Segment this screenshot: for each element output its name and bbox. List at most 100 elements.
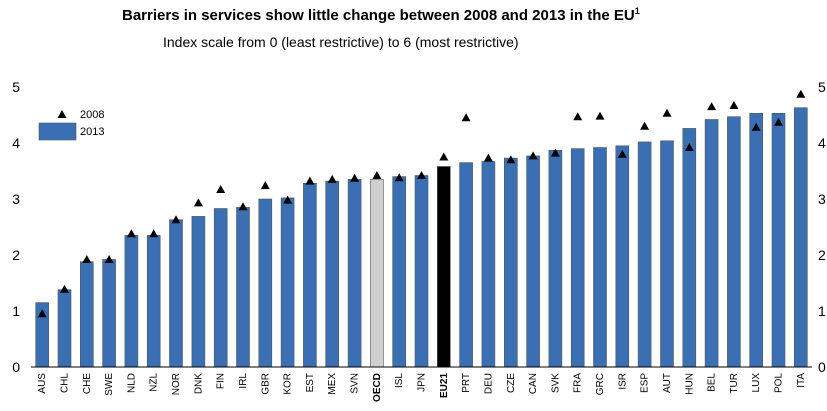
y-tick-label-right: 4	[818, 135, 826, 151]
marker-2008-nld	[126, 229, 136, 238]
x-tick-label-svk: SVK	[550, 373, 561, 393]
bar-kor	[280, 197, 295, 368]
x-tick-label-grc: GRC	[595, 373, 606, 395]
x-tick-label-svn: SVN	[350, 373, 361, 394]
y-tick-label-left: 1	[12, 303, 20, 319]
bar-che	[80, 261, 94, 368]
marker-2008-aus	[37, 309, 47, 318]
x-tick-label-gbr: GBR	[260, 373, 271, 395]
marker-2008-fra	[573, 112, 583, 121]
bar-jpn	[414, 175, 429, 368]
marker-2008-svn	[350, 173, 360, 182]
x-tick-label-oecd: OECD	[372, 373, 383, 402]
bar-hun	[682, 128, 697, 368]
x-tick-label-aut: AUT	[662, 373, 673, 393]
legend-2013-swatch	[38, 122, 77, 141]
bar-pol	[771, 113, 786, 368]
x-tick-label-can: CAN	[528, 373, 539, 394]
x-tick-label-fra: FRA	[573, 373, 584, 393]
bar-bel	[704, 119, 719, 368]
bar-svk	[548, 150, 563, 368]
marker-2008-nor	[171, 215, 181, 224]
marker-2008-ita	[796, 89, 806, 98]
marker-2008-esp	[640, 121, 650, 130]
x-tick-label-nld: NLD	[126, 373, 137, 393]
legend-2008-label: 2008	[80, 109, 104, 121]
marker-2008-grc	[595, 111, 605, 120]
bar-eu21	[436, 166, 451, 368]
x-tick-label-esp: ESP	[640, 373, 651, 393]
bar-isr	[615, 145, 630, 368]
x-tick-label-eu21: EU21	[439, 373, 450, 398]
y-tick-label-right: 2	[818, 247, 826, 263]
bar-prt	[459, 162, 473, 368]
x-tick-label-cze: CZE	[506, 373, 517, 393]
y-tick-label-right: 3	[818, 191, 826, 207]
y-tick-label-right: 0	[818, 359, 826, 375]
x-tick-label-isr: ISR	[617, 373, 628, 390]
bar-deu	[481, 161, 496, 368]
x-tick-label-chl: CHL	[60, 373, 71, 393]
y-tick-label-left: 4	[12, 135, 20, 151]
marker-2008-swe	[104, 255, 114, 263]
marker-2008-irl	[238, 202, 248, 211]
marker-2008-deu	[483, 153, 493, 162]
marker-2008-dnk	[193, 198, 203, 207]
x-tick-label-nzl: NZL	[149, 373, 160, 392]
bar-nld	[124, 235, 139, 368]
bar-tur	[727, 116, 741, 368]
bar-gbr	[258, 198, 273, 368]
x-tick-label-pol: POL	[774, 373, 785, 393]
x-tick-label-mex: MEX	[327, 373, 338, 395]
marker-2008-nzl	[149, 229, 159, 238]
bar-svn	[347, 179, 362, 368]
x-tick-label-est: EST	[305, 373, 316, 392]
bar-esp	[637, 141, 652, 368]
bar-irl	[236, 207, 250, 368]
marker-2008-che	[82, 255, 92, 263]
x-tick-label-tur: TUR	[729, 373, 740, 394]
marker-2008-svk	[550, 148, 560, 157]
marker-2008-aut	[662, 108, 672, 117]
marker-2008-isl	[394, 173, 404, 182]
marker-2008-can	[528, 151, 538, 160]
y-tick-label-left: 3	[12, 191, 20, 207]
marker-2008-prt	[461, 113, 471, 122]
bar-ita	[793, 107, 808, 368]
x-tick-label-irl: IRL	[238, 373, 249, 389]
x-tick-label-deu: DEU	[483, 373, 494, 394]
y-tick-label-left: 2	[12, 247, 20, 263]
bar-fin	[213, 208, 228, 368]
x-tick-label-che: CHE	[82, 373, 93, 394]
bar-grc	[593, 147, 607, 368]
marker-2008-isr	[617, 149, 627, 158]
marker-2008-fin	[216, 185, 226, 193]
y-tick-label-left: 0	[12, 359, 20, 375]
bar-nzl	[146, 235, 161, 368]
chart-subtitle: Index scale from 0 (least restrictive) t…	[163, 34, 519, 50]
bar-fra	[570, 148, 585, 368]
y-tick-label-left: 5	[12, 79, 20, 95]
x-tick-label-nor: NOR	[171, 373, 182, 395]
marker-2008-chl	[60, 284, 69, 293]
bar-swe	[102, 259, 116, 368]
x-tick-label-dnk: DNK	[193, 373, 204, 394]
x-tick-label-fin: FIN	[216, 373, 227, 389]
bar-lux	[749, 113, 764, 368]
x-tick-label-prt: PRT	[461, 373, 472, 393]
x-tick-label-hun: HUN	[684, 373, 695, 395]
x-tick-label-isl: ISL	[394, 373, 405, 388]
bar-nor	[169, 219, 183, 368]
x-tick-label-lux: LUX	[751, 373, 762, 393]
bar-mex	[325, 180, 340, 368]
marker-2008-cze	[506, 155, 516, 164]
legend-2008-marker	[57, 110, 67, 118]
y-tick-label-right: 1	[818, 303, 826, 319]
x-tick-label-jpn: JPN	[417, 373, 428, 392]
marker-2008-est	[305, 176, 315, 185]
marker-2008-bel	[707, 102, 717, 111]
bar-aut	[660, 140, 674, 368]
bar-dnk	[191, 216, 206, 368]
marker-2008-pol	[774, 117, 783, 126]
marker-2008-oecd	[372, 171, 382, 179]
